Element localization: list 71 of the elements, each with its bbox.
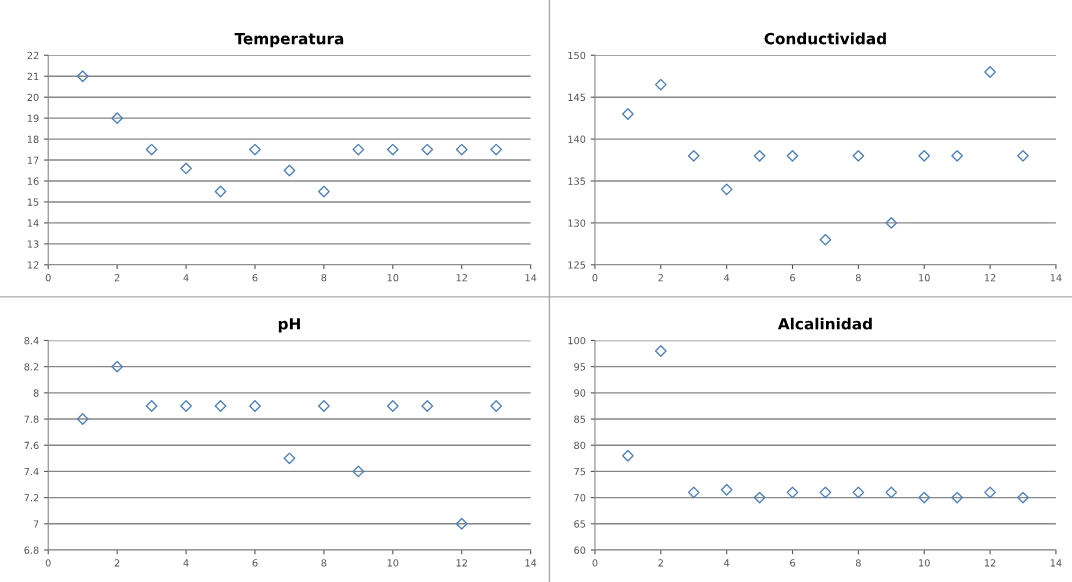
- y-tick-label: 100: [568, 336, 586, 345]
- y-tick-label: 85: [574, 415, 586, 423]
- x-tick-label: 12: [984, 559, 996, 567]
- x-tick-label: 4: [183, 274, 189, 282]
- x-tick-label: 2: [114, 559, 120, 567]
- y-tick-label: 7.6: [24, 441, 39, 450]
- x-tick-label: 8: [855, 559, 861, 567]
- y-tick-label: 14: [27, 219, 39, 227]
- y-tick-label: 75: [574, 468, 586, 476]
- x-tick-label: 6: [252, 274, 258, 282]
- y-tick-label: 140: [568, 135, 586, 143]
- x-tick-label: 12: [984, 274, 996, 282]
- y-tick-label: 15: [27, 198, 39, 206]
- x-tick-label: 8: [855, 274, 861, 282]
- y-tick-label: 8.4: [24, 336, 39, 345]
- y-tick-label: 6.8: [24, 546, 39, 554]
- y-tick-label: 12: [27, 261, 39, 269]
- y-tick-label: 7.8: [24, 415, 39, 423]
- x-tick-label: 4: [724, 274, 730, 282]
- x-tick-label: 2: [658, 274, 663, 282]
- y-tick-label: 7: [33, 520, 39, 528]
- x-tick-label: 12: [456, 559, 467, 567]
- y-tick-label: 65: [574, 520, 586, 528]
- y-tick-label: 17: [27, 156, 39, 164]
- x-tick-label: 14: [525, 559, 537, 567]
- x-tick-label: 0: [592, 274, 598, 282]
- y-tick-label: 7.2: [24, 494, 39, 502]
- y-tick-label: 150: [568, 51, 586, 60]
- x-tick-label: 10: [387, 274, 399, 282]
- y-tick-label: 125: [568, 261, 586, 269]
- x-tick-label: 10: [387, 559, 399, 567]
- chart-title: pH: [278, 318, 300, 333]
- chart-title: Conductividad: [764, 32, 886, 45]
- x-tick-label: 12: [456, 274, 467, 282]
- y-tick-label: 19: [27, 114, 39, 122]
- y-tick-label: 7.4: [24, 468, 39, 476]
- y-tick-label: 8.2: [24, 363, 39, 371]
- y-tick-label: 130: [568, 219, 586, 227]
- chart-title: Alcalinidad: [777, 317, 872, 330]
- y-tick-label: 80: [574, 441, 586, 450]
- y-tick-label: 16: [27, 177, 39, 185]
- x-tick-label: 14: [1050, 559, 1062, 567]
- x-tick-label: 4: [183, 559, 189, 567]
- x-tick-label: 8: [321, 559, 327, 567]
- y-tick-label: 18: [27, 135, 39, 143]
- y-tick-label: 95: [574, 363, 586, 371]
- x-tick-label: 6: [790, 559, 795, 567]
- y-tick-label: 8: [33, 389, 39, 397]
- x-tick-label: 2: [658, 559, 663, 567]
- x-tick-label: 0: [592, 559, 598, 567]
- y-tick-label: 20: [27, 93, 39, 102]
- y-tick-label: 145: [568, 93, 586, 102]
- y-tick-label: 90: [574, 389, 586, 397]
- y-tick-label: 70: [574, 494, 586, 502]
- y-tick-label: 21: [27, 72, 39, 80]
- y-tick-label: 135: [568, 177, 586, 185]
- x-tick-label: 10: [919, 559, 930, 567]
- x-tick-label: 14: [1050, 274, 1062, 282]
- y-tick-label: 60: [574, 546, 586, 554]
- y-tick-label: 13: [27, 240, 39, 248]
- x-tick-label: 6: [790, 274, 795, 282]
- x-tick-label: 10: [919, 274, 930, 282]
- x-tick-label: 2: [114, 274, 120, 282]
- x-tick-label: 0: [45, 274, 51, 282]
- x-tick-label: 0: [45, 559, 51, 567]
- chart-title: Temperatura: [234, 33, 344, 48]
- x-tick-label: 8: [321, 274, 327, 282]
- x-tick-label: 4: [724, 559, 730, 567]
- x-tick-label: 6: [252, 559, 258, 567]
- y-tick-label: 22: [27, 51, 39, 59]
- x-tick-label: 14: [525, 274, 537, 282]
